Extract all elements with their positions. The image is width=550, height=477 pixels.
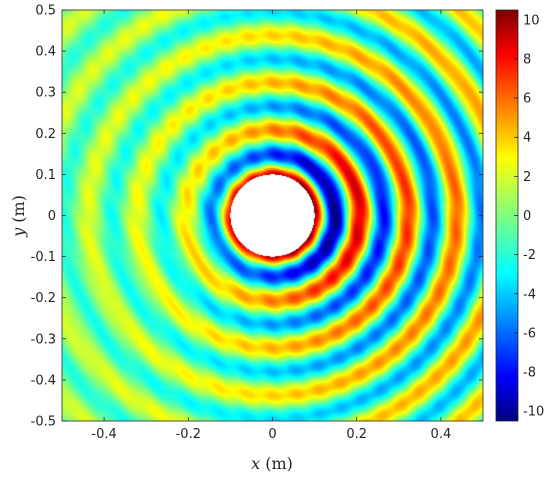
- y-tick-label: 0.3: [35, 86, 56, 101]
- heatmap-plot: [62, 10, 483, 421]
- colorbar-tick-label: -6: [523, 326, 536, 341]
- x-tick-label: 0.4: [431, 427, 452, 442]
- x-tick-label: 0: [268, 427, 276, 442]
- colorbar-tick-label: 6: [523, 92, 531, 107]
- colorbar-tick-label: 0: [523, 209, 531, 224]
- x-tick-label: -0.4: [91, 427, 116, 442]
- colorbar-axis: 10 8 6 4 2 0 -2 -4 -6 -8 -10: [514, 13, 544, 420]
- colorbar-tick-label: -10: [523, 405, 544, 420]
- x-axis-label: x (m): [251, 454, 293, 473]
- y-tick-label: 0.4: [35, 45, 56, 60]
- y-tick-label: 0.1: [35, 168, 56, 183]
- y-tick-label: -0.2: [31, 291, 56, 306]
- x-tick-label: -0.2: [176, 427, 201, 442]
- x-tick-label: 0.2: [346, 427, 367, 442]
- colorbar-tick-label: -2: [523, 248, 536, 263]
- y-tick-label: -0.1: [31, 250, 56, 265]
- colorbar-tick-label: 8: [523, 52, 531, 67]
- y-tick-label: 0.2: [35, 127, 56, 142]
- y-axis: 0.5 0.4 0.3 0.2 0.1 0 -0.1 -0.2 -0.3 -0.4 -0.5: [31, 4, 483, 430]
- y-tick-label: 0.5: [35, 4, 56, 19]
- colorbar-tick-label: -4: [523, 287, 536, 302]
- y-tick-label: -0.3: [31, 332, 56, 347]
- y-tick-label: -0.4: [31, 373, 56, 388]
- colorbar-tick-label: 10: [523, 13, 540, 28]
- y-tick-label: -0.5: [31, 415, 56, 430]
- y-axis-label: y (m): [9, 195, 28, 238]
- y-tick-label: 0: [48, 209, 56, 224]
- colorbar-tick-label: -8: [523, 366, 536, 381]
- x-axis: -0.4 -0.2 0 0.2 0.4: [91, 10, 451, 442]
- colorbar-tick-label: 2: [523, 170, 531, 185]
- colorbar-tick-label: 4: [523, 131, 531, 146]
